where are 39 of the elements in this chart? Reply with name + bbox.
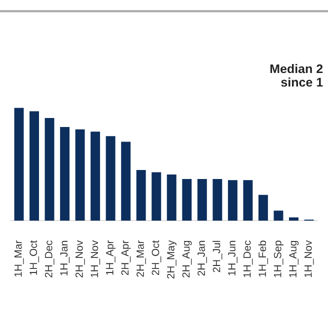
chart-title: Median 2 since 1	[270, 64, 323, 87]
x-tick-label: 2H_Jan	[198, 240, 207, 276]
x-tick-label: 2H_Oct	[152, 240, 162, 276]
x-tick-label: 1H_Sep	[274, 240, 284, 278]
bar	[60, 127, 70, 221]
x-tick-label: 2H_Dec	[44, 240, 54, 278]
bar	[166, 174, 176, 221]
x-tick-label: 2H_Aug	[182, 240, 192, 278]
x-tick-label: 1H_Aug	[289, 240, 299, 278]
bar	[274, 210, 284, 221]
x-tick-label: 1H_Nov	[90, 240, 100, 278]
bar	[106, 136, 116, 221]
x-tick-label: 2H_May	[167, 240, 176, 279]
bar	[14, 108, 24, 221]
x-tick-label: 1H_Feb	[258, 240, 268, 277]
x-tick-label: 2H_Mar	[136, 240, 146, 277]
bar	[30, 111, 39, 221]
bar	[75, 129, 85, 221]
bar	[258, 194, 268, 221]
bar	[44, 118, 54, 221]
bar	[243, 180, 253, 221]
x-tick-label: 2H_Nov	[75, 240, 85, 278]
x-tick-label: 1H_Apr	[106, 240, 116, 275]
bar	[197, 179, 207, 221]
bar	[228, 180, 238, 221]
bar	[152, 172, 162, 221]
x-tick-label: 1H_Oct	[30, 240, 40, 275]
x-tick-label: 2H_Apr	[121, 240, 131, 276]
x-tick-label: 1H_Mar	[14, 240, 24, 276]
bar	[121, 142, 131, 221]
x-tick-label: 1H_Dec	[243, 240, 253, 278]
bar	[90, 132, 100, 221]
bar	[212, 179, 222, 221]
x-tick-label: 1H_Jan	[60, 240, 70, 276]
bar	[136, 170, 146, 221]
x-tick-label: 1H_Nov	[304, 240, 314, 278]
x-tick-label: 1H_Jun	[228, 240, 238, 276]
x-tick-label: 2H_Jul	[212, 240, 222, 272]
bar	[182, 179, 192, 221]
